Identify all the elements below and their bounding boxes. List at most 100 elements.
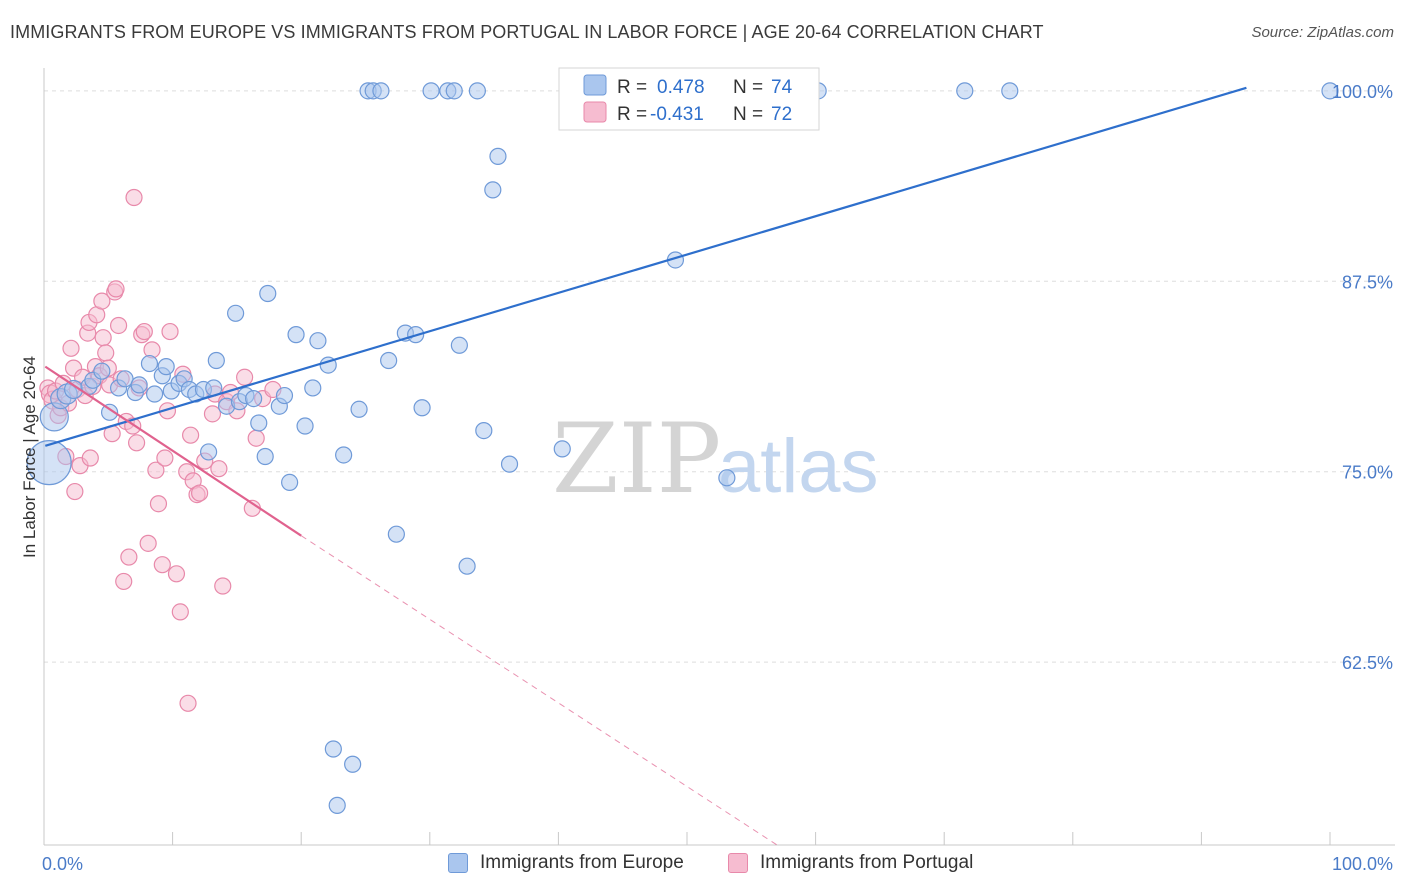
portugal-point-18 [81,449,99,467]
portugal-point-45 [149,495,168,513]
portugal-point-37 [125,188,143,207]
stats-n-value-europe: 74 [771,77,793,98]
europe-trend-line [44,86,1247,447]
europe-point-32 [256,447,274,466]
portugal-trend-line [44,365,302,537]
portugal-point-46 [153,556,171,574]
portugal-point-55 [182,426,200,444]
europe-point-51 [387,525,405,543]
portugal-point-42 [139,534,157,552]
portugal-point-31 [109,316,128,335]
legend-swatch-portugal [728,853,748,873]
portugal-point-35 [120,548,138,566]
portugal-point-9 [62,339,80,357]
legend-label-europe: Immigrants from Europe [480,852,684,873]
x-ticks [43,832,1331,845]
europe-point-46 [350,400,368,418]
legend-item-portugal: Immigrants from Portugal [728,852,973,874]
portugal-point-69 [247,429,265,447]
europe-point-37 [287,326,305,344]
europe-point-55 [422,82,440,100]
x-tick-label-1: 100.0% [1332,854,1393,874]
europe-point-0 [26,439,72,486]
europe-point-64 [500,455,519,473]
chart-title: IMMIGRANTS FROM EUROPE VS IMMIGRANTS FRO… [10,22,1044,42]
europe-point-39 [304,379,322,397]
y-tick-labels: 100.0% 87.5% 75.0% 62.5% [1332,82,1393,673]
europe-point-58 [450,336,468,354]
portugal-point-41 [135,322,153,341]
europe-point-61 [475,422,493,440]
europe-point-71 [956,82,974,100]
y-tick-label-1: 87.5% [1342,272,1393,292]
portugal-point-44 [147,461,165,479]
portugal-point-51 [171,603,189,621]
portugal-point-60 [203,405,222,423]
legend-swatch-europe [448,853,468,873]
portugal-point-62 [210,460,228,478]
watermark-atlas: atlas [718,424,879,509]
portugal-trend-extension [300,535,778,846]
portugal-point-11 [66,482,84,501]
stats-n-label-portugal: N = [733,104,763,125]
portugal-point-38 [127,434,146,452]
europe-point-14 [145,385,164,403]
legend-item-europe: Immigrants from Europe [448,852,684,874]
europe-point-43 [328,796,346,814]
x-tick-label-0: 0.0% [42,854,83,874]
europe-point-31 [250,414,268,432]
stats-legend: R = 0.478 N = 74 R = -0.431 N = 72 [558,67,820,131]
stats-r-value-portugal: -0.431 [650,104,704,125]
europe-point-60 [468,82,486,100]
portugal-point-23 [93,292,111,310]
portugal-point-63 [214,577,232,595]
europe-point-40 [309,332,327,350]
portugal-points [39,188,282,712]
portugal-point-49 [161,322,179,341]
europe-point-7 [93,362,111,380]
portugal-point-47 [156,449,174,467]
stats-r-label-europe: R = [617,77,647,98]
x-tick-labels: 0.0% 100.0% [42,854,1393,874]
stats-legend-swatch-portugal [583,101,607,123]
europe-point-54 [413,399,431,417]
stats-n-label-europe: N = [733,77,763,98]
europe-point-62 [484,181,502,199]
europe-point-33 [259,284,277,303]
europe-point-44 [335,446,353,464]
europe-point-65 [553,440,571,458]
portugal-point-50 [167,565,186,583]
europe-point-73 [1321,82,1339,100]
europe-point-49 [372,82,390,100]
stats-legend-swatch-europe [583,74,607,96]
watermark-zip: ZIP [552,403,721,515]
portugal-point-24 [94,329,112,347]
stats-r-value-europe: 0.478 [657,77,705,98]
europe-point-50 [380,351,398,370]
legend-label-portugal: Immigrants from Portugal [760,852,974,873]
europe-point-72 [1001,82,1019,100]
y-tick-label-3: 62.5% [1342,653,1393,673]
europe-point-27 [227,304,245,322]
europe-point-42 [324,740,342,758]
portugal-point-67 [236,368,254,386]
europe-point-30 [245,390,263,408]
stats-r-label-portugal: R = [617,104,647,125]
europe-point-45 [344,755,362,773]
watermark: ZIP atlas [552,403,879,515]
y-tick-label-0: 100.0% [1332,82,1393,102]
europe-point-13 [140,354,159,373]
europe-point-23 [200,443,218,461]
europe-point-16 [157,358,175,376]
portugal-point-25 [97,344,115,362]
y-axis-label: In Labor Force | Age 20-64 [20,356,39,558]
trend-lines [44,86,1247,846]
europe-point-8 [100,403,119,421]
europe-point-38 [296,417,314,435]
europe-point-59 [458,557,476,575]
europe-point-36 [281,473,299,491]
europe-point-25 [207,351,225,370]
europe-point-12 [130,376,148,394]
y-tick-label-2: 75.0% [1342,463,1393,483]
